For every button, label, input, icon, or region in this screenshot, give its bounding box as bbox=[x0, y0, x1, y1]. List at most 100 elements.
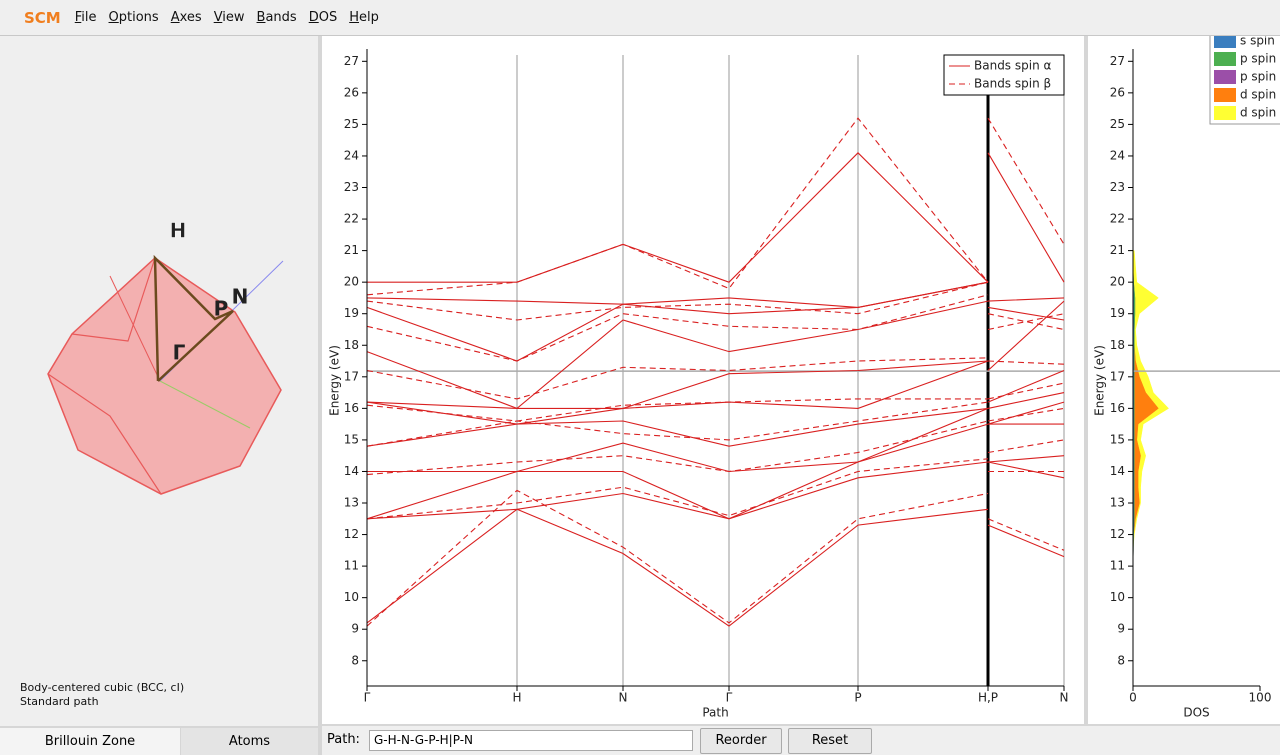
x-axis-label: Path bbox=[702, 706, 728, 720]
k-label: H bbox=[170, 219, 187, 243]
y-tick-label: 20 bbox=[344, 275, 359, 289]
k-label: P bbox=[214, 297, 229, 321]
brillouin-zone-view[interactable]: H P N Γ bbox=[0, 36, 318, 676]
y-tick-label: 11 bbox=[1110, 559, 1125, 573]
menu-item[interactable]: Bands bbox=[256, 10, 297, 25]
legend-box bbox=[943, 54, 1065, 96]
y-tick-label: 23 bbox=[344, 180, 359, 194]
k-path bbox=[153, 254, 234, 382]
y-tick-label: 19 bbox=[344, 306, 359, 320]
y-tick-label: 16 bbox=[344, 401, 359, 415]
zone-edge bbox=[71, 257, 156, 342]
band-line bbox=[366, 294, 1065, 362]
bands-chart: Γ H N Γ P H,P N 8 9 10 11 12 13 14 15 16 17 18 19 20 21 22 23 2… bbox=[328, 49, 1068, 720]
band-line bbox=[366, 281, 1065, 331]
zone-edge bbox=[47, 373, 162, 495]
band-line bbox=[367, 407, 1064, 473]
y-tick-label: 13 bbox=[344, 496, 359, 510]
y-tick-label: 17 bbox=[1110, 369, 1125, 383]
band-line bbox=[366, 461, 1065, 520]
band-line bbox=[366, 281, 1065, 308]
tab[interactable]: Brillouin Zone bbox=[0, 728, 180, 755]
x-tick-label: 100 bbox=[1249, 691, 1272, 705]
band-line bbox=[366, 508, 1065, 627]
tab[interactable]: Atoms bbox=[181, 728, 318, 755]
menu-item[interactable]: Help bbox=[349, 10, 379, 25]
x-tick-label: N bbox=[619, 691, 628, 705]
menu-item[interactable]: View bbox=[213, 10, 245, 25]
legend-swatch bbox=[1214, 106, 1236, 120]
band-line bbox=[366, 489, 1065, 627]
y-tick-label: 27 bbox=[1110, 54, 1125, 68]
y-tick-label: 24 bbox=[344, 148, 359, 162]
legend-swatch bbox=[1214, 88, 1236, 102]
path-input[interactable]: G-H-N-G-P-H|P-N bbox=[369, 730, 693, 751]
bands-panel: Γ H N Γ P H,P N 8 9 10 11 12 13 14 15 16 17 18 19 20 21 22 23 2… bbox=[322, 36, 1084, 724]
menu-item[interactable]: Axes bbox=[170, 10, 202, 25]
y-tick-label: 14 bbox=[344, 464, 359, 478]
band-line bbox=[366, 360, 1065, 425]
y-tick-label: 18 bbox=[1110, 338, 1125, 352]
y-tick-label: 9 bbox=[1117, 622, 1125, 636]
y-tick-label: 12 bbox=[1110, 527, 1125, 541]
y-axis-label: Energy (eV) bbox=[328, 345, 342, 416]
y-tick-label: 19 bbox=[1110, 306, 1125, 320]
legend-swatch bbox=[1214, 34, 1236, 48]
logo: SCM bbox=[24, 8, 61, 27]
legend-label: p spin bbox=[1240, 52, 1276, 66]
band-line bbox=[366, 420, 1065, 476]
y-tick-label: 24 bbox=[1110, 148, 1125, 162]
dos-chart: 8 9 10 11 12 13 14 15 16 17 18 19 20 21 22 23 24 25 26 27 0 1… bbox=[1093, 33, 1280, 720]
band-line bbox=[366, 382, 1065, 422]
reset-button[interactable]: Reset bbox=[788, 728, 872, 754]
lattice-description: Body-centered cubic (BCC, cI) bbox=[20, 681, 185, 694]
y-tick-label: 12 bbox=[344, 527, 359, 541]
band-line bbox=[366, 117, 1065, 296]
legend-label: p spin bbox=[1240, 70, 1276, 84]
y-tick-label: 9 bbox=[351, 622, 359, 636]
band-line bbox=[366, 360, 1065, 409]
menu-item[interactable]: DOS bbox=[308, 10, 338, 25]
legend-swatch bbox=[1214, 70, 1236, 84]
legend-label: Bands spin β bbox=[974, 77, 1051, 91]
y-tick-label: 8 bbox=[1117, 653, 1125, 667]
menu-item[interactable]: File bbox=[74, 10, 97, 25]
axis-x bbox=[109, 275, 161, 382]
y-tick-label: 25 bbox=[1110, 117, 1125, 131]
path-label: Path: bbox=[327, 732, 360, 747]
menubar: SCM File Options Axes View Bands DOS Hel… bbox=[0, 0, 1280, 36]
reorder-button[interactable]: Reorder bbox=[700, 728, 782, 754]
band-line bbox=[366, 281, 1065, 362]
y-tick-label: 14 bbox=[1110, 464, 1125, 478]
y-tick-label: 17 bbox=[344, 369, 359, 383]
x-tick-label: 0 bbox=[1129, 691, 1137, 705]
k-label: N bbox=[232, 285, 249, 309]
dos-panel: 8 9 10 11 12 13 14 15 16 17 18 19 20 21 22 23 24 25 26 27 0 1… bbox=[1088, 33, 1280, 724]
y-tick-label: 25 bbox=[344, 117, 359, 131]
x-tick-label: Γ bbox=[726, 691, 733, 705]
y-axis-label: Energy (eV) bbox=[1093, 345, 1107, 416]
band-line bbox=[366, 458, 1064, 520]
path-bar: Path: G-H-N-G-P-H|P-N Reorder Reset bbox=[322, 726, 1280, 755]
path-description: Standard path bbox=[20, 695, 99, 708]
band-line bbox=[366, 401, 1065, 447]
legend-label: d spin bbox=[1240, 106, 1276, 120]
axis-z bbox=[159, 380, 251, 429]
band-line bbox=[366, 300, 1065, 410]
menu-item[interactable]: Options bbox=[108, 10, 159, 25]
x-tick-label: H bbox=[512, 691, 521, 705]
legend-swatch bbox=[1214, 52, 1236, 66]
band-line bbox=[366, 401, 1065, 447]
y-tick-label: 20 bbox=[1110, 275, 1125, 289]
y-tick-label: 15 bbox=[1110, 432, 1125, 446]
y-tick-label: 21 bbox=[1110, 243, 1125, 257]
k-label: Γ bbox=[173, 341, 186, 365]
y-tick-label: 11 bbox=[344, 559, 359, 573]
x-tick-label: Γ bbox=[364, 691, 371, 705]
band-line bbox=[367, 152, 1065, 283]
brillouin-panel: H P N Γ Body-centered cubic (BCC, cI) St… bbox=[0, 36, 318, 726]
x-tick-label: H,P bbox=[978, 691, 998, 705]
y-tick-label: 16 bbox=[1110, 401, 1125, 415]
